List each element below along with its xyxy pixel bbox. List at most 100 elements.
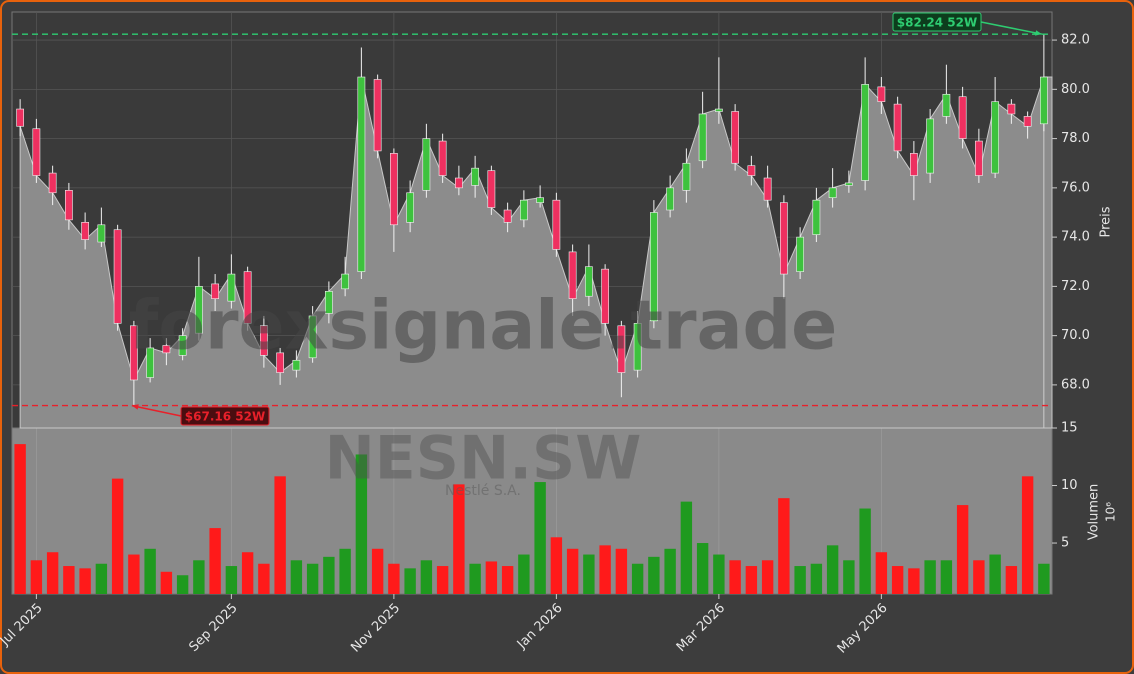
volume-bar [940,560,953,594]
volume-bar [274,476,286,594]
volume-bar [355,454,368,594]
volume-bar [225,566,238,594]
candle-body [503,209,512,223]
volume-bar [664,548,676,594]
volume-bar [111,478,124,594]
candle-body [682,162,691,191]
volume-bar [453,484,465,594]
volume-bar [778,498,790,594]
candle-body [373,79,382,152]
volume-bar [371,548,384,594]
volume-bar [79,568,91,594]
y-tick-label: 5 [1061,536,1069,551]
candle-body [747,165,756,176]
candle-body [471,167,479,186]
candle-body [32,128,41,176]
candle-body [406,192,414,223]
candle-body [877,86,886,102]
volume-bar [63,566,75,594]
candle-body [227,273,236,302]
volume-bar [485,561,498,594]
volume-bar [583,554,595,594]
candle-body [958,96,967,139]
volume-bar [810,563,823,594]
volume-bar [843,560,855,594]
arrow-head [1035,30,1042,36]
volume-bar [258,563,270,594]
volume-bar [339,548,351,594]
candle-body [763,177,772,201]
candle-body [422,138,431,191]
candle-body [487,170,496,208]
candle-body [97,224,106,243]
y-tick-label: 76.0 [1061,180,1090,195]
candle-body [844,182,853,186]
candle-body [341,273,349,290]
candle-body [828,187,837,199]
volume-bar [144,548,156,594]
volume-bar [436,566,449,594]
candle-body [130,325,138,381]
candle-body [731,111,739,164]
candle-body [1040,76,1048,125]
candle-body [601,268,609,324]
volume-bar [1038,563,1050,594]
watermark-ticker: NESN.SW [325,424,642,494]
candle-body [519,199,528,221]
arrow-head [131,404,139,410]
candle-body [1007,103,1016,115]
candle-body [1023,116,1032,127]
annotation-label: $67.16 52W [185,410,265,424]
close-area-extension [1043,76,1053,429]
candle-body [942,93,951,117]
volume-bar [631,563,644,594]
volume-bar [306,563,319,594]
y-tick-label: 74.0 [1061,230,1090,245]
candle-body [243,271,252,324]
volume-bar [388,563,400,594]
candle-body [65,190,73,221]
annotation-arrow [980,21,1043,35]
candle-body [162,345,171,354]
y-tick-label: 82.0 [1061,33,1090,48]
candle-body [324,291,333,314]
volume-bar [404,568,416,594]
candle-body [991,101,999,174]
volume-bar [160,571,173,594]
candle-body [812,199,821,235]
volume-bar [908,568,920,594]
volume-bar [989,554,1001,594]
volume-bar [469,563,481,594]
volume-bar [209,528,221,594]
volume-bar [615,548,628,594]
candle-body [796,236,804,272]
y-tick-label: 70.0 [1061,328,1090,343]
volume-bar [794,566,806,594]
candle-body [276,352,284,373]
volume-bar [290,560,303,594]
volume-axis-title: Volumen [1087,484,1102,541]
candle-body [113,229,122,324]
volume-bar [420,560,433,594]
candle-body [714,108,723,112]
watermark-site: forexsignale.trade [129,287,838,366]
volume-bar [518,554,530,594]
volume-bar [761,560,774,594]
candle-body [178,335,187,356]
volume-bar [826,545,839,594]
candle-body [195,286,203,334]
y-tick-label: 72.0 [1061,279,1090,294]
volume-bar [891,566,904,594]
candle-body [536,197,544,203]
y-tick-label: 15 [1061,421,1078,436]
volume-bar [729,560,741,594]
candle-body [16,108,24,127]
volume-bar [95,563,108,594]
candle-body [584,266,593,297]
volume-bar [1021,476,1034,594]
candle-body [308,315,317,359]
candle-body [568,251,577,299]
candle-body [974,140,983,176]
volume-bar [30,560,43,594]
